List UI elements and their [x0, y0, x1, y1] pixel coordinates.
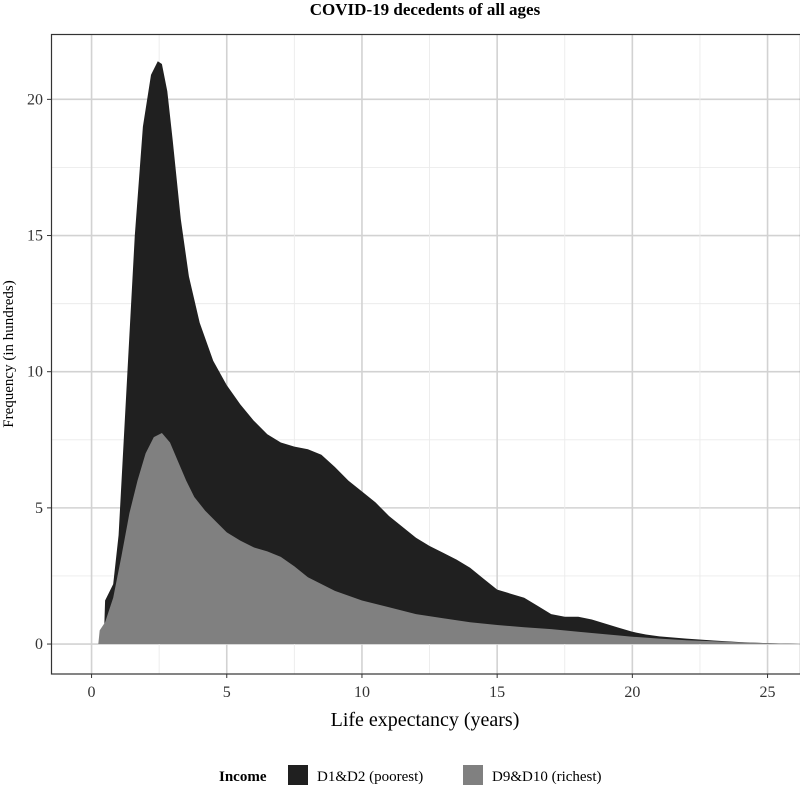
- x-tick-label: 15: [489, 684, 505, 701]
- axes: 0 5 10 15 20 25 0 5 10 15 20: [27, 91, 776, 701]
- x-tick-label: 5: [223, 684, 231, 701]
- legend-label-richest: D9&D10 (richest): [492, 769, 602, 785]
- legend: Income D1&D2 (poorest) D9&D10 (richest): [219, 765, 602, 785]
- x-axis-title: Life expectancy (years): [331, 709, 520, 731]
- x-tick-label: 20: [624, 684, 640, 701]
- x-tick-label: 0: [88, 684, 96, 701]
- legend-swatch-poorest: [288, 765, 308, 785]
- y-tick-label: 5: [35, 500, 43, 517]
- y-tick-label: 15: [27, 228, 43, 245]
- density-areas: [98, 61, 800, 644]
- density-area-poorest: [103, 61, 800, 644]
- y-tick-label: 0: [35, 636, 43, 653]
- y-tick-label: 20: [27, 91, 43, 108]
- density-area-richest: [98, 433, 800, 644]
- chart-title: COVID-19 decedents of all ages: [310, 0, 541, 19]
- x-tick-label: 10: [354, 684, 370, 701]
- legend-swatch-richest: [463, 765, 483, 785]
- x-tick-label: 25: [760, 684, 776, 701]
- legend-title: Income: [219, 769, 267, 785]
- y-axis-title: Frequency (in hundreds): [1, 280, 17, 427]
- plot-border: [50, 33, 800, 675]
- legend-label-poorest: D1&D2 (poorest): [317, 769, 423, 785]
- y-tick-label: 10: [27, 364, 43, 381]
